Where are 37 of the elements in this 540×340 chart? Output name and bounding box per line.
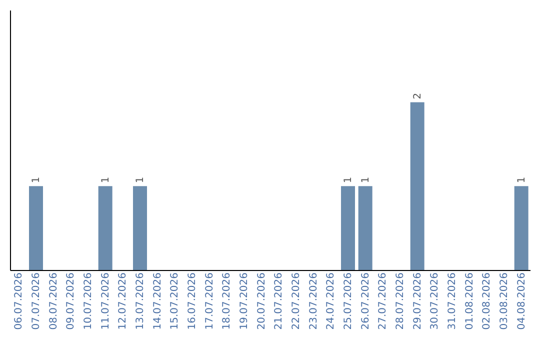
x-tick-label: 23.07.2026: [308, 272, 320, 330]
data-label: 1: [343, 176, 354, 184]
x-tick-label: 30.07.2026: [430, 272, 441, 330]
data-label: 1: [360, 176, 372, 184]
x-tick-label: 07.07.2026: [31, 272, 42, 330]
x-tick-label: 28.07.2026: [395, 272, 406, 330]
x-tick-label: 13.07.2026: [135, 272, 146, 330]
x-tick-label: 19.07.2026: [239, 272, 250, 330]
x-tick-label: 27.07.2026: [378, 272, 389, 330]
data-label: 1: [516, 176, 528, 184]
x-tick-label: 11.07.2026: [100, 272, 112, 330]
x-tick-label: 10.07.2026: [83, 272, 94, 330]
x-tick-label: 31.07.2026: [447, 272, 458, 330]
data-label: 1: [31, 176, 42, 184]
x-tick-label: 17.07.2026: [204, 272, 216, 330]
x-tick-label: 04.08.2026: [516, 272, 528, 330]
data-label: 2: [412, 92, 424, 100]
x-tick-label: 02.08.2026: [482, 272, 493, 330]
data-label: 1: [100, 176, 112, 184]
x-tick-label: 29.07.2026: [412, 272, 424, 330]
x-tick-label: 08.07.2026: [48, 272, 60, 330]
x-tick-label: 01.08.2026: [464, 272, 476, 330]
x-tick-label: 22.07.2026: [291, 272, 302, 330]
x-tick-label: 25.07.2026: [343, 272, 354, 330]
x-tick-label: 06.07.2026: [14, 272, 25, 330]
x-tick-label: 12.07.2026: [118, 272, 129, 330]
x-tick-label: 09.07.2026: [66, 272, 77, 330]
x-tick-label: 21.07.2026: [274, 272, 285, 330]
data-label: 1: [135, 176, 146, 184]
x-tick-label: 24.07.2026: [326, 272, 337, 330]
x-tick-label: 16.07.2026: [187, 272, 198, 330]
x-tick-label: 15.07.2026: [170, 272, 181, 330]
x-tick-label: 03.08.2026: [499, 272, 510, 330]
x-tick-label: 26.07.2026: [360, 272, 372, 330]
x-tick-label: 14.07.2026: [152, 272, 164, 330]
x-tick-label: 18.07.2026: [222, 272, 233, 330]
x-tick-label: 20.07.2026: [256, 272, 268, 330]
